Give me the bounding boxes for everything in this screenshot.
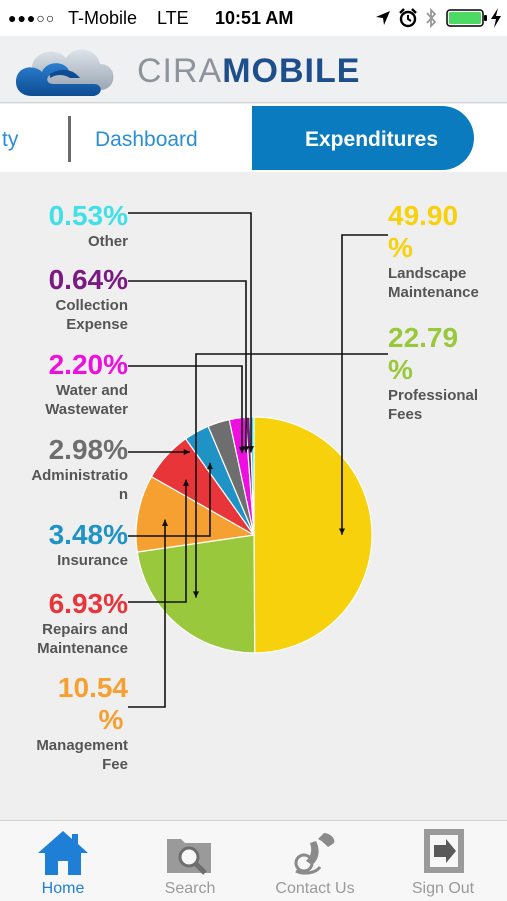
segment-tabs: ty Dashboard Expenditures bbox=[0, 104, 507, 173]
network-type: LTE bbox=[157, 8, 189, 28]
legend-admin-label-1: Administratio bbox=[31, 467, 128, 484]
status-bar: ●●●○○ T-Mobile LTE 10:51 AM bbox=[0, 0, 507, 36]
leader-arrow-5 bbox=[183, 448, 190, 456]
leader-line-7 bbox=[128, 280, 247, 453]
legend-repairs-label-1: Repairs and bbox=[42, 621, 128, 638]
clock: 10:51 AM bbox=[215, 8, 294, 28]
tab-expenditures-label: Expenditures bbox=[305, 128, 439, 151]
legend-professional-value-1: 22.79 bbox=[388, 322, 459, 353]
legend-landscape-label-1: Landscape bbox=[388, 265, 467, 282]
leader-arrow-7 bbox=[242, 446, 250, 453]
legend-management-fee: 10.54 % Management Fee bbox=[0, 672, 128, 774]
legend-collection-label-1: Collection bbox=[55, 297, 128, 314]
leader-arrow-4 bbox=[206, 462, 214, 470]
leader-arrow-3 bbox=[182, 479, 190, 486]
legend-landscape-value-2: % bbox=[388, 232, 413, 263]
leader-arrow-8 bbox=[247, 446, 255, 453]
legend-landscape-value-1: 49.90 bbox=[388, 200, 459, 231]
legend-insurance-label: Insurance bbox=[57, 552, 128, 569]
sign-out-icon bbox=[424, 829, 464, 873]
tabbar-search-label: Search bbox=[164, 880, 216, 897]
expenditures-pie-chart bbox=[128, 212, 388, 708]
leader-arrow-2 bbox=[161, 519, 169, 526]
legend-other-value: 0.53% bbox=[48, 200, 128, 231]
ciramobile-logo-icon bbox=[16, 49, 114, 96]
legend-water-wastewater: 2.20% Water and Wastewater bbox=[0, 349, 128, 419]
legend-repairs-maintenance: 6.93% Repairs and Maintenance bbox=[0, 588, 128, 658]
tab-expenditures[interactable]: Expenditures bbox=[252, 106, 474, 170]
tabbar-contact-label: Contact Us bbox=[275, 880, 355, 897]
leader-line-1 bbox=[195, 353, 388, 598]
phone-icon bbox=[294, 833, 335, 875]
charging-bolt-icon bbox=[491, 8, 501, 28]
alarm-icon bbox=[399, 8, 417, 28]
leader-line-6 bbox=[128, 365, 243, 454]
legend-admin-value: 2.98% bbox=[48, 434, 128, 465]
legend-management-value-2: % bbox=[98, 704, 124, 735]
pie-slice-0 bbox=[253, 416, 373, 654]
legend-collection-value: 0.64% bbox=[48, 264, 128, 295]
legend-insurance-value: 3.48% bbox=[48, 519, 128, 550]
leader-line-3 bbox=[128, 479, 187, 603]
leader-arrow-6 bbox=[238, 446, 246, 454]
legend-professional-label-1: Professional bbox=[388, 387, 479, 404]
app-header: CIRAMOBILE bbox=[0, 36, 507, 103]
home-icon bbox=[38, 831, 88, 875]
legend-repairs-label-2: Maintenance bbox=[37, 640, 128, 657]
carrier-name: T-Mobile bbox=[68, 8, 138, 28]
legend-management-label-1: Management bbox=[36, 737, 128, 754]
tabbar-contact-us[interactable]: Contact Us bbox=[252, 821, 378, 901]
leader-arrow-0 bbox=[338, 528, 346, 535]
location-arrow-icon bbox=[376, 11, 390, 25]
legend-collection-label-2: Expense bbox=[66, 316, 128, 333]
bottom-tab-bar: Home Search Contact Us Sign Out bbox=[0, 820, 507, 901]
leader-line-2 bbox=[128, 519, 166, 708]
legend-professional-value-2: % bbox=[388, 354, 413, 385]
brand-mobile: MOBILE bbox=[222, 52, 361, 90]
legend-other: 0.53% Other bbox=[0, 200, 128, 251]
legend-other-label: Other bbox=[87, 233, 128, 250]
legend-repairs-value: 6.93% bbox=[48, 588, 128, 619]
tab-activity[interactable]: ty bbox=[2, 128, 19, 151]
battery-icon bbox=[446, 9, 487, 27]
legend-administration: 2.98% Administratio n bbox=[0, 434, 128, 504]
signal-strength: ●●●○○ bbox=[8, 10, 56, 26]
bluetooth-icon bbox=[426, 8, 437, 28]
legend-water-label-1: Water and bbox=[56, 382, 128, 399]
leader-arrow-1 bbox=[192, 591, 200, 598]
brand-cira: CIRA bbox=[137, 52, 223, 90]
legend-admin-label-2: n bbox=[118, 486, 128, 503]
tabbar-home[interactable]: Home bbox=[0, 821, 126, 901]
search-folder-icon bbox=[167, 839, 211, 875]
tabbar-home-label: Home bbox=[41, 880, 85, 897]
legend-collection-expense: 0.64% Collection Expense bbox=[0, 264, 128, 334]
tab-dashboard[interactable]: Dashboard bbox=[95, 128, 198, 151]
tabbar-signout-label: Sign Out bbox=[411, 880, 475, 897]
tabbar-sign-out[interactable]: Sign Out bbox=[380, 821, 506, 901]
legend-management-label-2: Fee bbox=[102, 756, 128, 773]
leader-line-8 bbox=[128, 212, 252, 453]
leader-line-4 bbox=[128, 462, 211, 537]
legend-landscape-maintenance: 49.90 % Landscape Maintenance bbox=[388, 200, 506, 302]
legend-water-label-2: Wastewater bbox=[45, 401, 128, 418]
legend-insurance: 3.48% Insurance bbox=[0, 519, 128, 570]
legend-landscape-label-2: Maintenance bbox=[388, 284, 479, 301]
expenditures-panel: 0.53% Other 0.64% Collection Expense 2.2… bbox=[0, 172, 507, 820]
legend-water-value: 2.20% bbox=[48, 349, 128, 380]
leader-line-0 bbox=[341, 234, 388, 535]
legend-professional-label-2: Fees bbox=[388, 406, 423, 423]
tab-divider bbox=[68, 116, 71, 162]
brand-wordmark: CIRAMOBILE bbox=[137, 52, 360, 91]
legend-professional-fees: 22.79 % Professional Fees bbox=[388, 322, 506, 424]
legend-management-value-1: 10.54 bbox=[57, 672, 128, 703]
tabbar-search[interactable]: Search bbox=[127, 821, 253, 901]
